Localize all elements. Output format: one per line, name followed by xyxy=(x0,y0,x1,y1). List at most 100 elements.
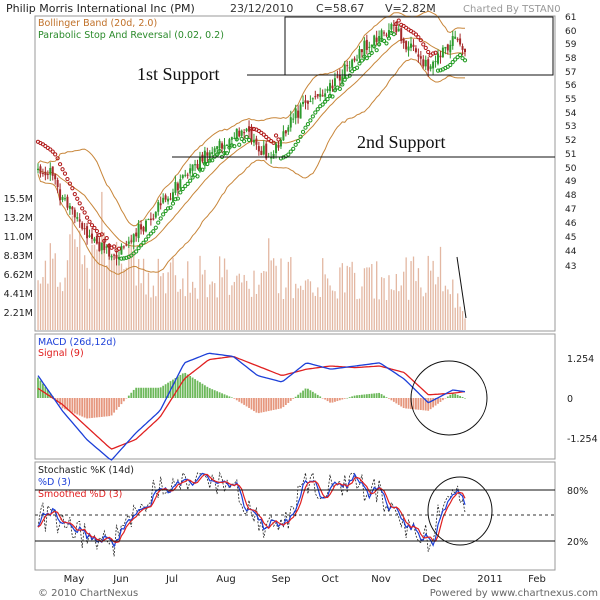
candle-body xyxy=(316,94,319,97)
macd-histogram-bar xyxy=(233,398,236,399)
macd-histogram-bar xyxy=(432,398,434,408)
candle-body xyxy=(449,44,452,53)
volume-bar xyxy=(167,272,169,330)
sar-dot xyxy=(411,30,416,35)
volume-bar xyxy=(196,298,199,330)
macd-histogram-bar xyxy=(73,398,76,414)
volume-bar xyxy=(285,287,287,330)
candle-body xyxy=(233,137,236,139)
macd-histogram-bar xyxy=(83,398,86,418)
bollinger-upper-line xyxy=(37,10,465,227)
sar-dot xyxy=(99,232,104,237)
sar-dot xyxy=(195,174,200,179)
candle-body xyxy=(419,56,422,59)
macd-histogram-bar xyxy=(157,387,160,398)
volume-bar xyxy=(376,261,378,330)
macd-histogram-bar xyxy=(191,377,194,398)
volume-bar xyxy=(346,265,348,330)
volume-bar xyxy=(194,287,196,330)
sar-dot xyxy=(374,48,379,53)
sar-dot xyxy=(251,126,257,132)
legend-stoch-d: %D (3) xyxy=(38,477,71,488)
volume-bar xyxy=(268,238,270,330)
macd-histogram-bar xyxy=(154,387,157,398)
volume-bar xyxy=(98,237,101,330)
candle-body xyxy=(181,175,184,178)
volume-bar xyxy=(425,292,427,330)
volume-bar xyxy=(403,271,405,330)
sar-dot xyxy=(102,238,107,243)
macd-histogram-bar xyxy=(331,398,334,403)
sar-dot xyxy=(435,68,441,73)
sar-dot xyxy=(340,82,345,87)
volume-bar xyxy=(272,258,275,330)
volume-bar xyxy=(400,285,402,330)
candle-body xyxy=(299,104,302,119)
candle-body xyxy=(44,171,47,176)
macd-histogram-bar xyxy=(275,398,277,410)
volume-bar xyxy=(366,267,368,330)
candle-body xyxy=(81,222,84,229)
macd-histogram-bar xyxy=(326,398,329,402)
macd-histogram-bar xyxy=(292,398,295,399)
macd-histogram-bar xyxy=(265,398,268,412)
macd-highlight-circle xyxy=(410,360,488,436)
volume-bar xyxy=(339,267,341,330)
macd-histogram-bar xyxy=(307,388,309,398)
x-tick-label: Jul xyxy=(165,574,178,585)
macd-histogram-bar xyxy=(270,398,273,411)
volume-bar xyxy=(243,274,245,330)
volume-bar xyxy=(177,291,179,330)
volume-bar xyxy=(461,311,464,330)
volume-bar xyxy=(299,285,302,330)
sar-dot xyxy=(460,56,465,61)
macd-histogram-bar xyxy=(277,398,280,409)
bollinger-lower-line xyxy=(37,58,465,275)
macd-histogram-bar xyxy=(388,398,390,399)
macd-histogram-bar xyxy=(356,395,358,398)
macd-histogram-bar xyxy=(257,398,260,414)
candle-body xyxy=(113,254,116,256)
sar-dot xyxy=(200,167,205,172)
volume-bar xyxy=(52,258,54,330)
candle-body xyxy=(63,198,66,200)
candle-body xyxy=(257,146,260,152)
candle-body xyxy=(191,164,194,171)
volume-bar xyxy=(344,292,346,330)
sar-dot xyxy=(82,210,87,215)
volume-bar xyxy=(218,256,221,330)
sar-dot xyxy=(276,137,281,142)
volume-bar xyxy=(182,278,184,330)
macd-histogram-bar xyxy=(415,398,417,410)
candle-body xyxy=(250,129,253,142)
candle-body xyxy=(184,174,187,176)
macd-histogram-bar xyxy=(81,398,84,417)
volume-bar xyxy=(76,246,78,330)
macd-histogram-bar xyxy=(78,398,81,416)
sar-dot xyxy=(364,56,369,61)
volume-bar xyxy=(47,283,49,330)
candle-body xyxy=(88,235,91,237)
sar-dot xyxy=(242,139,247,144)
candle-body xyxy=(59,189,62,201)
sar-dot xyxy=(183,184,188,189)
sar-dot xyxy=(372,44,377,49)
candle-body xyxy=(314,96,317,98)
macd-histogram-bar xyxy=(103,398,106,417)
volume-bar xyxy=(277,293,280,330)
volume-bar xyxy=(39,283,42,330)
sar-dot xyxy=(396,18,401,23)
candle-body xyxy=(100,242,103,251)
macd-histogram-bar xyxy=(429,398,432,410)
macd-histogram-bar xyxy=(159,387,162,398)
sar-dot xyxy=(381,38,387,43)
macd-histogram-bar xyxy=(100,398,103,417)
candle-body xyxy=(115,254,118,259)
macd-histogram-bar xyxy=(174,378,177,398)
volume-bar xyxy=(221,277,223,330)
volume-bar xyxy=(241,282,243,330)
macd-histogram-bar xyxy=(262,398,265,413)
volume-bar xyxy=(307,279,309,330)
volume-bar xyxy=(388,275,390,330)
header-volume: V=2.82M xyxy=(385,2,436,15)
